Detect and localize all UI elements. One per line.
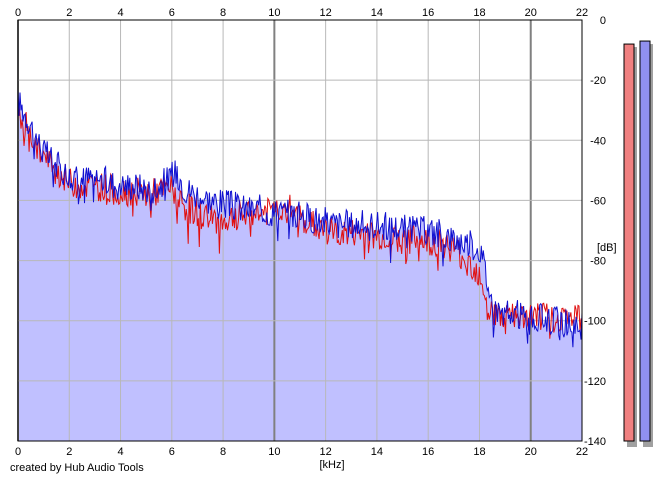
x-tick-label-bottom: 16 bbox=[422, 446, 434, 458]
x-tick-label-bottom: 2 bbox=[66, 446, 72, 458]
series-line-right bbox=[17, 89, 583, 348]
plot-border bbox=[17, 19, 583, 442]
x-tick-label-bottom: 18 bbox=[473, 446, 485, 458]
x-tick-label-top: 22 bbox=[576, 7, 588, 19]
y-tick-label: -40 bbox=[590, 135, 606, 147]
level-meter-left bbox=[623, 43, 635, 442]
x-tick-label-top: 20 bbox=[525, 7, 537, 19]
y-tick-label: -20 bbox=[590, 75, 606, 87]
y-tick-label: -140 bbox=[584, 436, 606, 448]
y-tick-label: -80 bbox=[590, 256, 606, 268]
y-tick-label: 0 bbox=[600, 15, 606, 27]
plot-area bbox=[17, 19, 583, 442]
spectrum-fill bbox=[18, 89, 582, 441]
x-tick-label-bottom: 0 bbox=[15, 446, 21, 458]
credit-text: created by Hub Audio Tools bbox=[10, 462, 144, 474]
x-tick-label-bottom: 22 bbox=[576, 446, 588, 458]
x-tick-label-top: 14 bbox=[371, 7, 383, 19]
x-tick-label-top: 4 bbox=[117, 7, 123, 19]
x-tick-label-bottom: 8 bbox=[220, 446, 226, 458]
x-tick-label-bottom: 6 bbox=[169, 446, 175, 458]
x-tick-label-top: 16 bbox=[422, 7, 434, 19]
y-axis-label: [dB] bbox=[597, 242, 617, 254]
x-tick-label-top: 10 bbox=[268, 7, 280, 19]
x-tick-label-top: 6 bbox=[169, 7, 175, 19]
x-tick-label-bottom: 10 bbox=[268, 446, 280, 458]
x-tick-label-top: 2 bbox=[66, 7, 72, 19]
y-tick-label: -100 bbox=[584, 316, 606, 328]
x-tick-label-top: 0 bbox=[15, 7, 21, 19]
level-meter-right bbox=[639, 40, 651, 442]
x-tick-label-bottom: 14 bbox=[371, 446, 383, 458]
x-tick-label-top: 8 bbox=[220, 7, 226, 19]
x-tick-label-top: 12 bbox=[320, 7, 332, 19]
x-tick-label-bottom: 12 bbox=[320, 446, 332, 458]
y-tick-label: -60 bbox=[590, 195, 606, 207]
x-tick-label-top: 18 bbox=[473, 7, 485, 19]
x-tick-label-bottom: 20 bbox=[525, 446, 537, 458]
y-tick-label: -120 bbox=[584, 376, 606, 388]
level-meters bbox=[623, 40, 653, 448]
x-axis-label: [kHz] bbox=[319, 459, 344, 471]
x-tick-label-bottom: 4 bbox=[117, 446, 123, 458]
